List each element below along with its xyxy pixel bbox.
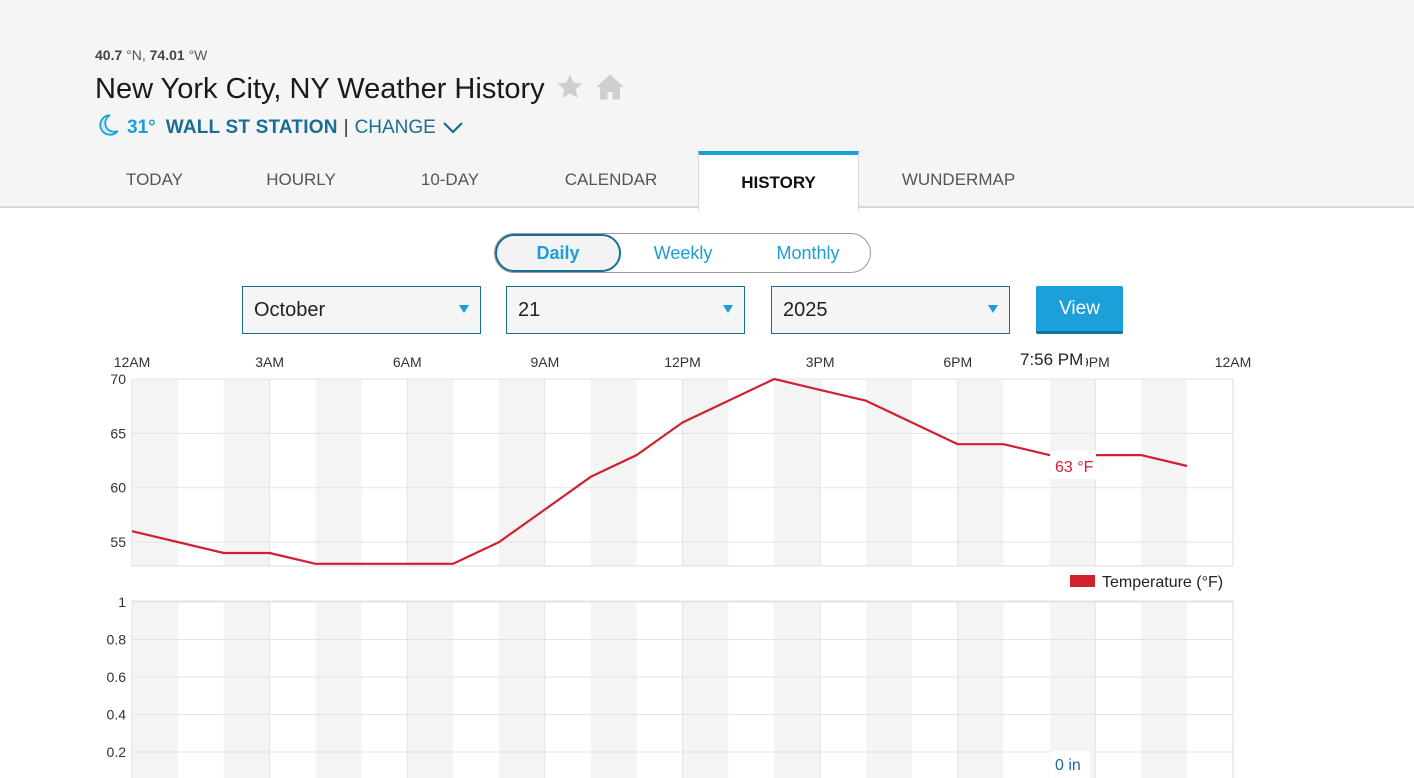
tab-history[interactable]: HISTORY	[698, 151, 859, 210]
y-tick-label: 0.6	[107, 669, 127, 685]
station-row: 31° WALL ST STATION | CHANGE	[95, 112, 464, 144]
hour-band	[1141, 379, 1188, 566]
dropdown-arrow-icon	[988, 305, 998, 313]
hour-band	[682, 601, 729, 778]
year-select[interactable]: 2025	[771, 286, 1010, 334]
tab-10-day[interactable]: 10-DAY	[420, 169, 480, 189]
hour-band	[774, 601, 821, 778]
star-icon[interactable]	[555, 72, 585, 107]
hour-band	[499, 601, 545, 778]
weather-history-charts: 12AM 3AM 6AM 9AM 12PM 3PM 6PM 9PM 12AM 55606570 …	[107, 345, 1252, 778]
hour-band	[499, 379, 545, 566]
tab-calendar[interactable]: CALENDAR	[564, 169, 658, 189]
monthly-option[interactable]: Monthly	[776, 242, 840, 263]
y-tick-label: 70	[110, 371, 126, 387]
x-tick-label: 12AM	[114, 354, 151, 370]
period-toggle: Daily Weekly Monthly	[494, 233, 871, 273]
hour-band	[1049, 601, 1096, 778]
hour-band	[866, 379, 912, 566]
hour-band	[132, 379, 178, 566]
day-value: 21	[518, 298, 541, 321]
hour-band	[407, 379, 454, 566]
x-tick-label: 12AM	[1215, 354, 1252, 370]
hour-band	[315, 379, 362, 566]
station-name[interactable]: WALL ST STATION	[165, 117, 338, 138]
temp-hover-label: 63 °F	[1055, 459, 1094, 476]
tab-wundermap[interactable]: WUNDERMAP	[901, 169, 1016, 189]
dropdown-arrow-icon	[459, 305, 469, 313]
page-header: 40.7 °N, 74.01 °W New York City, NY Weat…	[0, 0, 1414, 210]
hour-band	[866, 601, 912, 778]
legend-swatch	[1070, 575, 1095, 587]
hover-time: 7:56 PM	[1020, 350, 1083, 369]
y-tick-label: 0.8	[107, 632, 127, 648]
x-tick-label: 6AM	[393, 354, 422, 370]
hour-band	[682, 379, 729, 566]
y-tick-label: 65	[110, 425, 126, 441]
day-select[interactable]: 21	[506, 286, 745, 334]
dropdown-arrow-icon	[723, 305, 733, 313]
page-title: New York City, NY Weather History	[95, 73, 545, 105]
temperature-line	[131, 377, 1188, 565]
moon-icon	[95, 112, 121, 144]
hour-band	[223, 601, 270, 778]
hour-band	[315, 601, 362, 778]
change-station-button[interactable]: CHANGE	[355, 117, 464, 139]
y-tick-label: 0.4	[107, 707, 127, 723]
weekly-option[interactable]: Weekly	[653, 242, 713, 263]
hour-band	[957, 601, 1004, 778]
chevron-down-icon	[443, 122, 463, 134]
y-tick-label: 1	[118, 594, 126, 610]
tab-hourly[interactable]: HOURLY	[266, 169, 336, 189]
hour-band	[407, 601, 454, 778]
hover-time-bg	[1018, 345, 1086, 367]
x-tick-label: 6PM	[943, 354, 972, 370]
x-tick-label: 3PM	[806, 354, 835, 370]
divider: |	[343, 117, 349, 138]
hour-band	[223, 379, 270, 566]
title-row: New York City, NY Weather History	[95, 72, 625, 107]
nav-tabs: TODAY HOURLY 10-DAY CALENDAR HISTORY WUN…	[83, 151, 1058, 210]
y-tick-label: 0.2	[107, 744, 127, 760]
hour-band	[590, 601, 637, 778]
precip-hover-label: 0 in	[1055, 757, 1081, 774]
home-icon[interactable]	[595, 73, 625, 106]
legend-label: Temperature (°F)	[1102, 574, 1223, 591]
x-tick-label: 9AM	[530, 354, 559, 370]
hour-band	[957, 379, 1004, 566]
daily-option[interactable]: Daily	[495, 234, 621, 272]
coordinates: 40.7 °N, 74.01 °W	[95, 47, 208, 63]
x-tick-label: 9PM	[1081, 354, 1110, 370]
hour-band	[132, 601, 178, 778]
x-tick-label: 3AM	[255, 354, 284, 370]
year-value: 2025	[783, 298, 828, 321]
change-label: CHANGE	[354, 117, 436, 138]
current-temperature: 31°	[127, 117, 156, 138]
month-select[interactable]: October	[242, 286, 481, 334]
hour-band	[1141, 601, 1188, 778]
x-tick-label: 12PM	[664, 354, 701, 370]
view-button[interactable]: View	[1036, 286, 1123, 334]
y-tick-label: 55	[110, 534, 126, 550]
tab-today[interactable]: TODAY	[126, 169, 183, 189]
hour-band	[774, 379, 821, 566]
month-value: October	[254, 298, 326, 321]
y-tick-label: 60	[110, 480, 126, 496]
precip-hover-label-bg	[1050, 751, 1090, 778]
temp-hover-label-bg	[1050, 451, 1096, 479]
